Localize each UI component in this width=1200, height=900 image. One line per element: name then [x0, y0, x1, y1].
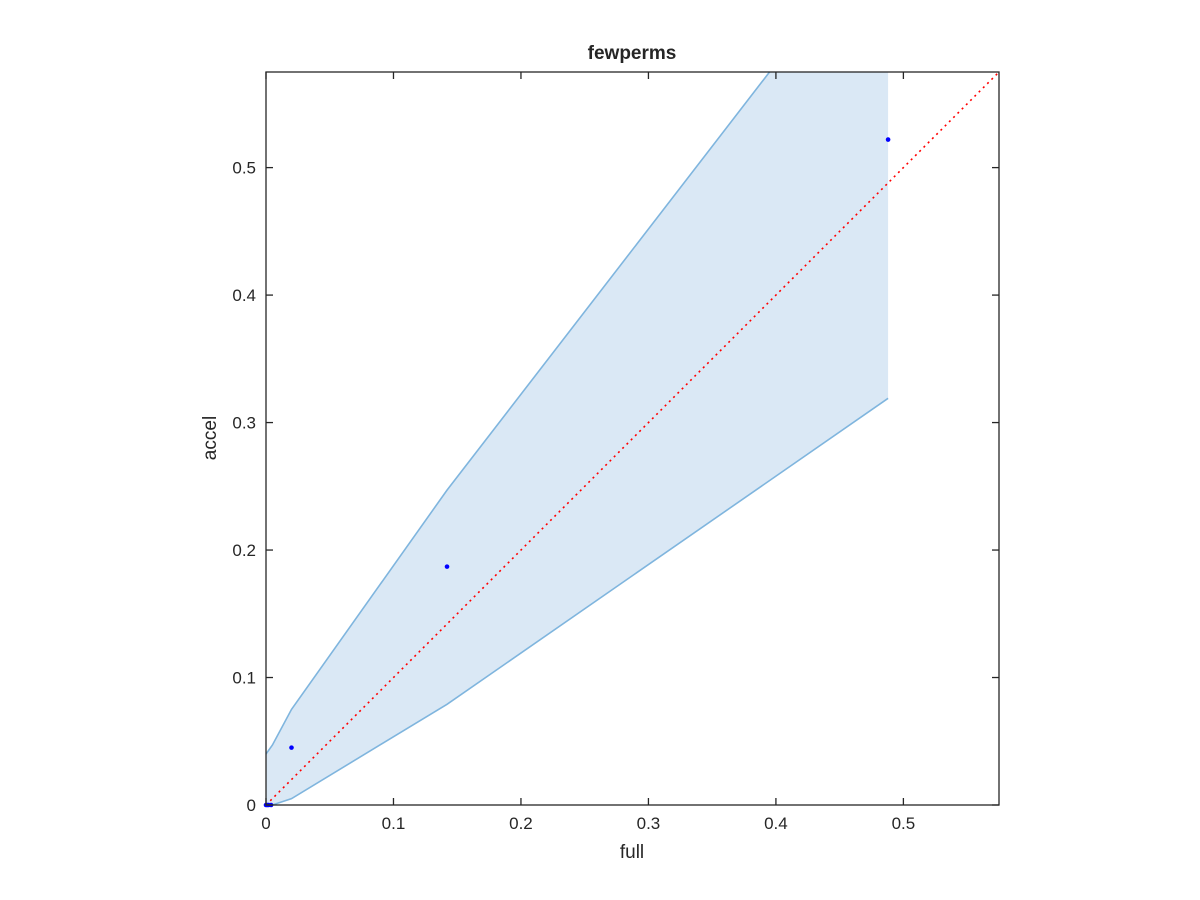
x-tick-label: 0.3	[637, 814, 661, 833]
y-tick-label: 0.2	[232, 541, 256, 560]
plot-area	[263, 71, 1000, 808]
x-tick-label: 0.5	[892, 814, 916, 833]
x-tick-label: 0.4	[764, 814, 788, 833]
y-axis-label: accel	[200, 416, 221, 460]
y-tick-label: 0.3	[232, 414, 256, 433]
y-tick-label: 0.4	[232, 286, 256, 305]
axis-ticks: 0 0.1 0.2 0.3 0.4 0.5 0 0.1 0.2 0.3 0.4 0.5	[232, 72, 999, 833]
data-point-5	[289, 745, 294, 750]
data-point-6	[444, 564, 450, 569]
y-tick-label: 0.1	[232, 669, 256, 688]
x-tick-label: 0.2	[509, 814, 533, 833]
data-point-7	[885, 137, 891, 142]
band-upper-edge	[265, 71, 771, 755]
chart-title: fewperms	[588, 43, 677, 64]
x-tick-label: 0	[261, 814, 270, 833]
x-axis-label: full	[620, 842, 644, 863]
y-tick-label: 0.5	[232, 159, 256, 178]
y-tick-label: 0	[247, 796, 256, 815]
axes-box	[265, 71, 1000, 806]
confidence-band	[266, 72, 889, 805]
x-tick-label: 0.1	[382, 814, 406, 833]
